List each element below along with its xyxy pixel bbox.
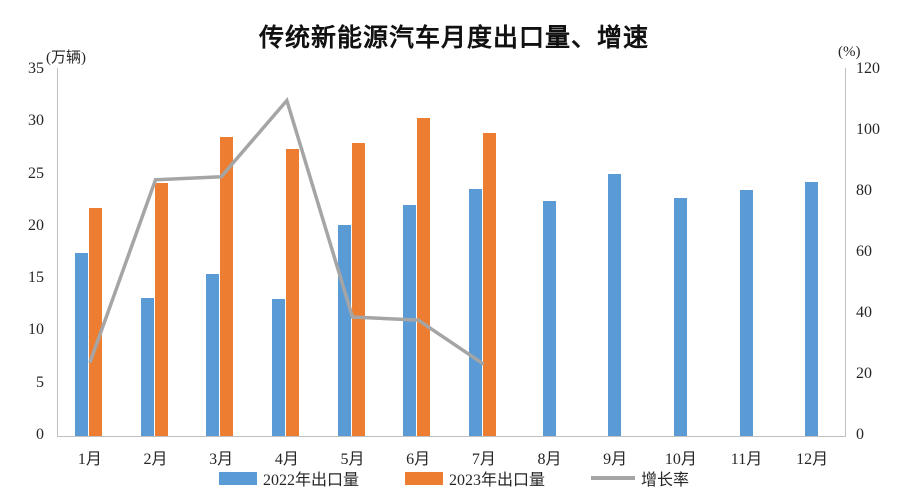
x-axis-label-4月: 4月 bbox=[274, 451, 299, 468]
chart-title: 传统新能源汽车月度出口量、增速 bbox=[258, 25, 649, 52]
left-axis-line bbox=[57, 68, 58, 436]
bar-2022-1月 bbox=[74, 253, 88, 436]
right-axis-tick-label: 120 bbox=[856, 60, 880, 77]
bar-2023-6月 bbox=[417, 118, 431, 436]
legend-label-2023: 2023年出口量 bbox=[448, 472, 545, 489]
bar-2022-4月 bbox=[271, 299, 285, 436]
x-axis-label-5月: 5月 bbox=[340, 451, 365, 468]
right-axis-unit: (%) bbox=[838, 44, 861, 60]
bar-2023-3月 bbox=[220, 136, 234, 436]
legend-item-2022: 2022年出口量 bbox=[218, 466, 359, 490]
legend-swatch-2022-bar bbox=[218, 471, 257, 485]
left-axis-unit: (万辆) bbox=[46, 50, 86, 66]
legend-item-2023: 2023年出口量 bbox=[404, 466, 545, 490]
bar-2023-1月 bbox=[88, 208, 102, 436]
x-axis-label-10月: 10月 bbox=[664, 451, 697, 468]
growth-rate-polyline bbox=[88, 96, 485, 366]
bar-2023-2月 bbox=[154, 182, 168, 436]
bar-2022-10月 bbox=[673, 197, 687, 436]
left-axis-tick-label: 30 bbox=[28, 112, 44, 130]
x-axis-label-1月: 1月 bbox=[77, 451, 102, 468]
bar-2023-4月 bbox=[285, 149, 299, 436]
bar-2022-12月 bbox=[805, 181, 819, 436]
legend-swatch-growth-line bbox=[591, 476, 635, 480]
x-axis-label-6月: 6月 bbox=[406, 451, 431, 468]
right-axis-tick-label: 40 bbox=[856, 304, 872, 321]
left-axis-tick-label: 20 bbox=[28, 216, 44, 234]
x-axis-label-7月: 7月 bbox=[471, 451, 496, 468]
legend: 2022年出口量 2023年出口量 增长率 bbox=[0, 466, 908, 490]
x-axis-line bbox=[57, 436, 846, 437]
x-axis-label-2月: 2月 bbox=[143, 451, 168, 468]
left-axis-tick-label: 35 bbox=[28, 60, 44, 77]
x-axis-label-8月: 8月 bbox=[537, 451, 562, 468]
right-axis-tick-label: 100 bbox=[856, 121, 880, 138]
x-axis-label-9月: 9月 bbox=[603, 451, 628, 468]
legend-swatch-2023-bar bbox=[404, 471, 443, 485]
bar-2022-7月 bbox=[468, 189, 482, 436]
x-axis-label-11月: 11月 bbox=[730, 451, 763, 468]
bar-2023-7月 bbox=[482, 132, 496, 436]
bar-2022-8月 bbox=[542, 200, 556, 436]
right-axis-line bbox=[845, 68, 846, 436]
bar-2023-5月 bbox=[351, 143, 365, 436]
right-axis-tick-label: 0 bbox=[856, 426, 864, 443]
right-axis-tick-label: 20 bbox=[856, 365, 872, 382]
right-axis-tick-label: 80 bbox=[856, 182, 872, 199]
left-axis-tick-label: 15 bbox=[28, 269, 44, 287]
x-axis-label-12月: 12月 bbox=[796, 451, 829, 468]
left-axis-tick-label: 25 bbox=[28, 164, 44, 182]
x-axis-label-3月: 3月 bbox=[209, 451, 234, 468]
bar-2022-9月 bbox=[608, 173, 622, 436]
left-axis-tick-label: 5 bbox=[36, 373, 44, 391]
bar-2022-2月 bbox=[140, 297, 154, 436]
left-axis-tick-label: 0 bbox=[36, 426, 44, 443]
bar-2022-11月 bbox=[739, 190, 753, 436]
legend-item-growth: 增长率 bbox=[591, 466, 689, 490]
legend-label-growth: 增长率 bbox=[641, 472, 690, 489]
bar-2022-3月 bbox=[206, 273, 220, 436]
right-axis-tick-label: 60 bbox=[856, 243, 872, 260]
legend-label-2022: 2022年出口量 bbox=[262, 472, 359, 489]
left-axis-tick-label: 10 bbox=[28, 321, 44, 339]
